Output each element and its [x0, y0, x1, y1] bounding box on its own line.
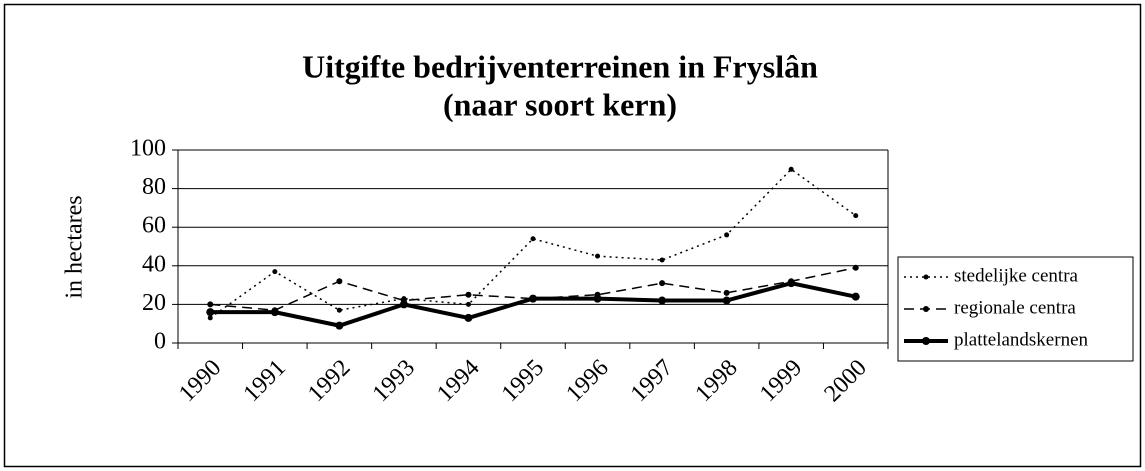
series-marker: [464, 313, 473, 322]
legend-marker: [923, 306, 929, 312]
series-marker: [399, 300, 408, 309]
series-marker: [787, 279, 796, 288]
series-marker: [593, 294, 602, 303]
series-marker: [529, 294, 537, 303]
series-marker: [724, 232, 730, 238]
series-marker: [465, 301, 471, 307]
legend-marker: [923, 274, 929, 280]
series-marker: [336, 307, 342, 313]
series-marker: [851, 292, 860, 301]
chart-border: [3, 3, 1142, 468]
y-tick-label: 0: [154, 329, 166, 355]
y-tick-label: 20: [142, 290, 166, 316]
series-marker: [270, 308, 279, 317]
legend-label: regionale centra: [954, 297, 1076, 318]
legend-marker: [922, 337, 930, 345]
legend-label: plattelandskernen: [954, 329, 1089, 350]
series-marker: [659, 257, 665, 263]
series-marker: [659, 280, 666, 287]
series-marker: [207, 301, 214, 308]
series-marker: [722, 296, 731, 305]
series-marker: [336, 278, 343, 285]
series-marker: [272, 269, 278, 275]
series-marker: [465, 291, 472, 298]
series-marker: [595, 253, 601, 259]
series-marker: [206, 308, 215, 317]
y-tick-label: 80: [142, 174, 166, 200]
series-marker: [207, 315, 213, 321]
series-marker: [723, 289, 730, 296]
series-marker: [530, 236, 536, 242]
series-marker: [853, 213, 859, 219]
y-tick-label: 40: [142, 251, 166, 277]
legend-label: stedelijke centra: [954, 265, 1079, 286]
y-axis-label: in hectares: [62, 195, 88, 298]
y-tick-label: 100: [130, 136, 166, 162]
series-marker: [658, 296, 667, 305]
chart-title: Uitgifte bedrijventerreinen in Fryslân: [302, 48, 818, 84]
series-marker: [852, 264, 859, 271]
chart-title: (naar soort kern): [443, 86, 677, 122]
y-tick-label: 60: [142, 213, 166, 239]
series-line: [210, 266, 856, 311]
series-marker: [335, 321, 344, 330]
series-marker: [788, 166, 794, 172]
